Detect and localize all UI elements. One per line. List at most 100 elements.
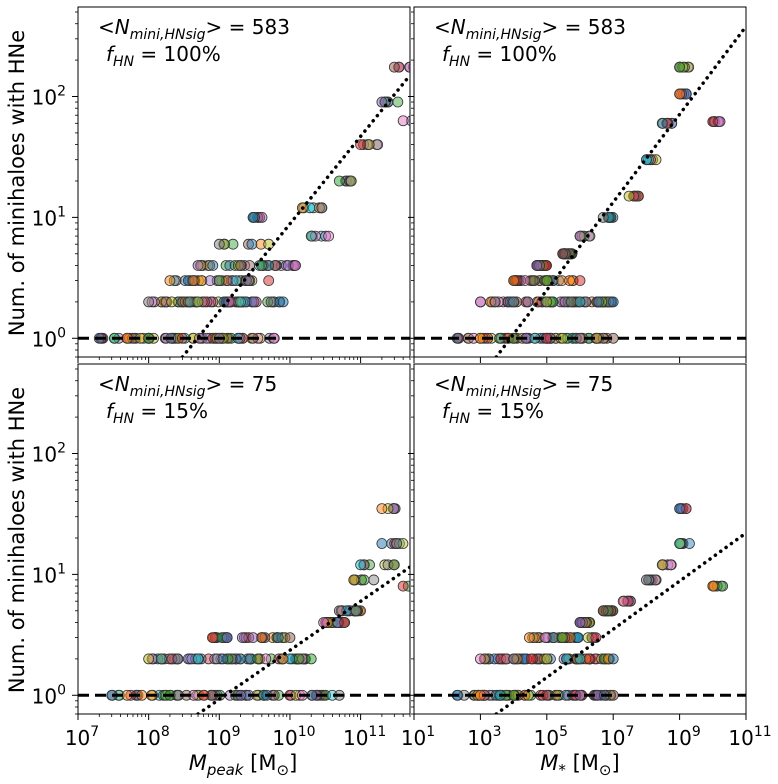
data-point (192, 260, 204, 271)
panel-bottom-left: 100 101 102 107 108 109 1010 1011 <Nmini,HNsig> … (32, 363, 427, 750)
data-point (593, 296, 605, 308)
data-point (409, 64, 410, 70)
y-axis-title-top: Num. of minihaloes with HNe (5, 30, 29, 336)
tick-label: 101 (32, 204, 66, 230)
tick-label: 101 (401, 724, 435, 750)
data-point (489, 296, 501, 308)
data-point (607, 653, 619, 665)
data-point (617, 595, 629, 607)
annotation-hn-fraction: fHN = 100% (442, 42, 557, 70)
data-point (204, 275, 216, 286)
fit-line (494, 531, 746, 714)
data-point (260, 653, 272, 665)
data-point (187, 275, 199, 286)
data-point (333, 175, 345, 187)
data-point (248, 296, 260, 308)
data-point (656, 559, 668, 571)
panel-bottom-right: 101 103 105 107 109 1011 <Nmini,HNsig> = 75fHN… (401, 363, 772, 750)
data-point (394, 538, 405, 549)
data-point (607, 296, 619, 308)
data-point (418, 116, 428, 126)
plot-area (414, 503, 746, 714)
data-point (272, 632, 284, 643)
data-point (392, 96, 404, 108)
data-point (397, 115, 409, 127)
data-point (259, 632, 271, 643)
data-point (414, 581, 424, 591)
panel-frame (77, 363, 411, 715)
data-point (265, 296, 277, 308)
data-point (230, 275, 242, 286)
data-point (252, 653, 264, 665)
data-point (388, 503, 400, 515)
data-point (416, 116, 426, 126)
data-point (474, 296, 486, 308)
data-point (574, 275, 586, 286)
data-point (492, 653, 504, 665)
data-point (314, 202, 325, 214)
data-point (417, 581, 427, 591)
data-point (641, 574, 652, 586)
tick-label: 1011 (343, 724, 386, 750)
data-point (345, 175, 357, 187)
data-point (508, 275, 519, 286)
tick-label: 102 (32, 441, 66, 467)
data-point (262, 296, 274, 308)
data-point (656, 117, 668, 129)
data-point (376, 503, 388, 515)
data-point (717, 580, 729, 592)
tick-label: 109 (206, 724, 240, 750)
data-point (213, 238, 225, 250)
fit-line (494, 24, 746, 357)
data-point (221, 632, 233, 643)
data-point (263, 275, 275, 286)
data-point (227, 238, 239, 250)
data-point (333, 605, 345, 617)
data-point (707, 580, 719, 592)
data-point (163, 653, 175, 665)
data-point (519, 653, 531, 665)
panel-frame (413, 363, 747, 715)
data-point (143, 296, 155, 308)
data-point (196, 275, 207, 286)
data-point (376, 538, 388, 549)
data-point (559, 296, 571, 308)
data-point (574, 230, 586, 242)
y-axis-title-bottom: Num. of minihaloes with HNe (5, 387, 29, 693)
data-point (207, 632, 218, 643)
annotation-mean-count: <Nmini,HNsig> = 583 (98, 15, 290, 43)
data-point (293, 653, 305, 665)
data-point (557, 248, 569, 260)
annotation-mean-count: <Nmini,HNsig> = 583 (434, 15, 626, 43)
data-point (172, 653, 184, 665)
data-point (209, 653, 221, 665)
data-point (388, 61, 400, 73)
data-point (391, 538, 403, 549)
data-point (236, 632, 248, 643)
data-point (556, 275, 568, 286)
data-point (269, 260, 281, 271)
data-point (404, 61, 410, 73)
data-point (235, 260, 246, 271)
data-point (564, 275, 575, 286)
tick-label: 1010 (272, 724, 315, 750)
tick-label: 109 (666, 724, 700, 750)
data-point (323, 230, 335, 242)
data-point (305, 653, 317, 665)
data-point (290, 260, 301, 271)
data-point (527, 275, 539, 286)
data-point (419, 116, 429, 126)
data-point (211, 653, 223, 665)
panel-frame (413, 6, 747, 358)
data-point (524, 632, 535, 643)
data-point (572, 632, 584, 643)
data-point (574, 617, 586, 628)
data-point (243, 238, 254, 250)
data-point (684, 538, 695, 549)
data-point (397, 580, 409, 592)
data-point (707, 116, 719, 127)
data-point (541, 653, 553, 665)
data-point (539, 632, 551, 643)
